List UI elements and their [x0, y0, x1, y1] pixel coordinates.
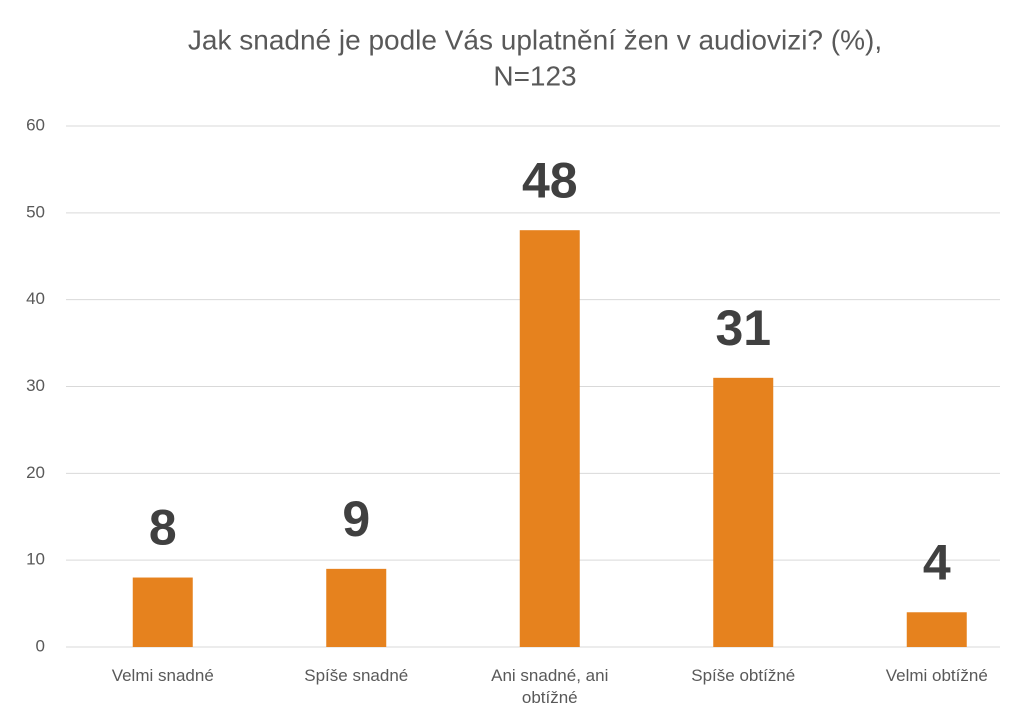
x-tick-label: Spíše obtížné	[691, 666, 796, 685]
bar	[713, 377, 774, 647]
x-tick-label: Velmi snadné	[111, 666, 214, 685]
y-tick-label: 0	[36, 636, 45, 655]
y-tick-label: 40	[26, 289, 45, 308]
x-tick-label: Ani snadné, ani obtížné	[491, 666, 609, 707]
y-tick-label: 30	[26, 376, 45, 395]
y-tick-label: 60	[26, 115, 45, 134]
data-label: 8	[149, 500, 177, 556]
bar	[906, 612, 967, 647]
chart-title: N=123	[493, 60, 576, 91]
x-tick-label: Spíše snadné	[304, 666, 409, 685]
chart-title: Jak snadné je podle Vás uplatnění žen v …	[188, 24, 882, 55]
bar	[132, 577, 193, 647]
data-label: 9	[342, 491, 370, 547]
data-label: 31	[715, 300, 771, 356]
x-tick-label: Velmi obtížné	[885, 666, 988, 685]
bar	[326, 568, 387, 647]
data-label: 4	[923, 534, 951, 590]
y-tick-label: 50	[26, 202, 45, 221]
y-tick-label: 20	[26, 463, 45, 482]
data-label: 48	[522, 152, 578, 208]
y-tick-label: 10	[26, 550, 45, 569]
bar	[519, 230, 580, 647]
